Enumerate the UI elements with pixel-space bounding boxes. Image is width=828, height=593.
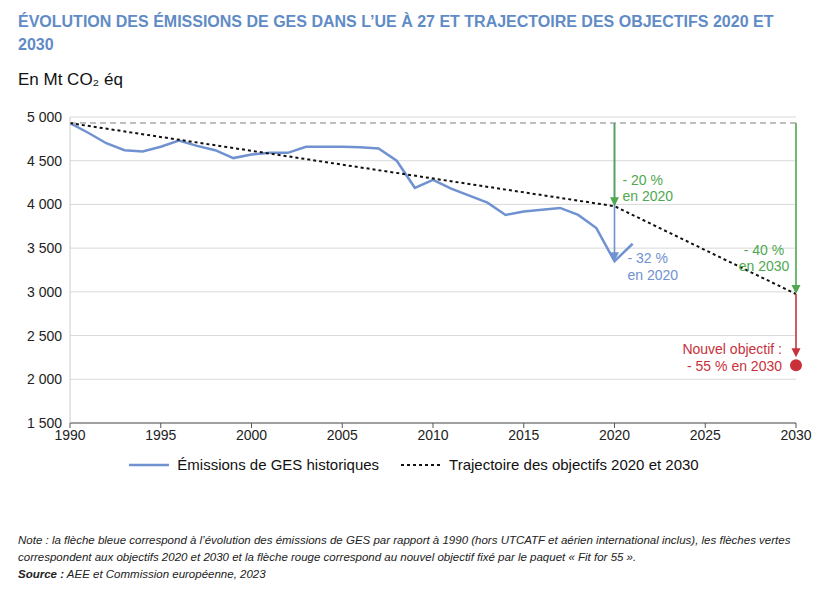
svg-text:- 40 %: - 40 % (744, 242, 784, 258)
svg-text:2005: 2005 (327, 427, 358, 443)
svg-text:1995: 1995 (145, 427, 176, 443)
svg-text:2 500: 2 500 (27, 328, 62, 344)
svg-text:4 500: 4 500 (27, 153, 62, 169)
svg-text:2010: 2010 (417, 427, 448, 443)
svg-text:Nouvel objectif :: Nouvel objectif : (682, 341, 782, 357)
svg-text:1 500: 1 500 (27, 415, 62, 431)
svg-text:2000: 2000 (236, 427, 267, 443)
svg-text:4 000: 4 000 (27, 196, 62, 212)
svg-text:en 2030: en 2030 (739, 258, 790, 274)
svg-text:1990: 1990 (54, 426, 86, 443)
svg-text:2015: 2015 (508, 427, 539, 443)
svg-text:- 20 %: - 20 % (623, 172, 663, 188)
svg-text:2020: 2020 (599, 427, 630, 443)
html-text:Émissions de GES historiques: Émissions de GES historiques (177, 456, 380, 473)
svg-text:en 2020: en 2020 (623, 188, 674, 204)
html-text:ÉVOLUTION DES ÉMISSIONS DE GES: ÉVOLUTION DES ÉMISSIONS DE GES DANS L’UE… (18, 13, 774, 53)
html-text:Trajectoire des objectifs 2020: Trajectoire des objectifs 2020 et 2030 (449, 456, 699, 473)
svg-text:2 000: 2 000 (27, 371, 62, 387)
svg-text:- 32 %: - 32 % (628, 250, 668, 266)
html-text:En Mt CO₂ éq: En Mt CO₂ éq (18, 70, 123, 89)
svg-text:2025: 2025 (690, 427, 721, 443)
svg-text:3 500: 3 500 (27, 240, 62, 256)
svg-text:- 55 % en 2030: - 55 % en 2030 (687, 358, 782, 374)
html-text:Source : AEE et Commission eur: Source : AEE et Commission européenne, 2… (18, 568, 266, 580)
svg-text:2030: 2030 (780, 427, 811, 443)
html-text:Note : la flèche bleue corresp: Note : la flèche bleue correspond à l’év… (18, 534, 791, 563)
svg-text:en 2020: en 2020 (628, 267, 679, 283)
svg-text:5 000: 5 000 (27, 109, 62, 125)
svg-text:3 000: 3 000 (27, 284, 62, 300)
